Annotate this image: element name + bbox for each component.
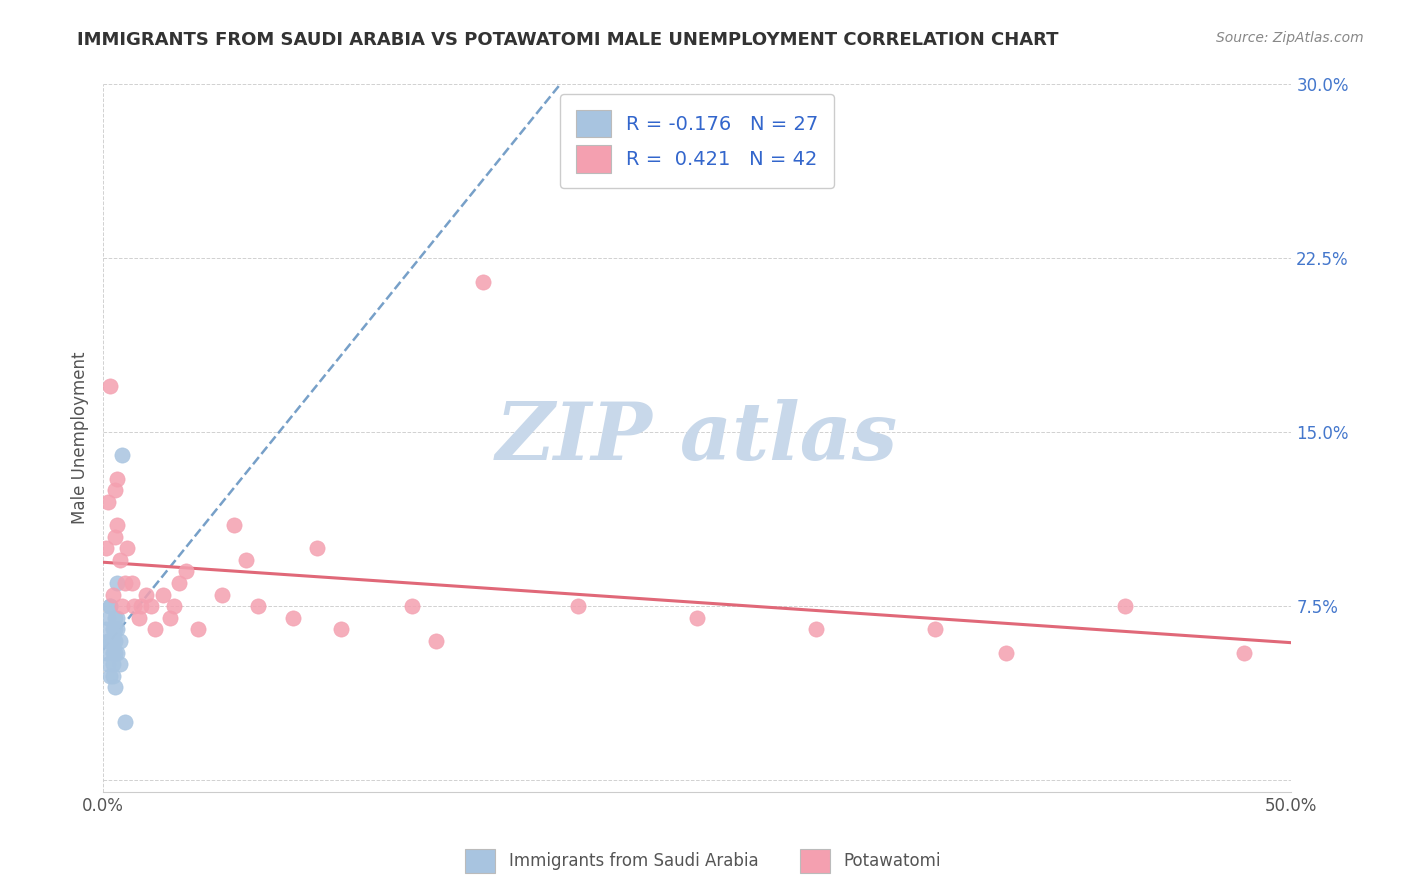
Point [145, 623, 167, 637]
Point [139, 599, 162, 614]
Point [115, 541, 138, 556]
Point [105, 611, 128, 625]
Point [98, 379, 121, 393]
Point [924, 623, 946, 637]
Point [97, 634, 120, 648]
Point [995, 646, 1018, 660]
Point [101, 657, 124, 672]
Point [167, 576, 190, 591]
Point [94, 541, 117, 556]
Point [108, 553, 131, 567]
Point [163, 599, 186, 614]
Point [121, 576, 143, 591]
Point [97, 495, 120, 509]
Point [128, 611, 150, 625]
Point [122, 599, 145, 614]
Point [101, 669, 124, 683]
Point [329, 623, 352, 637]
Legend: Immigrants from Saudi Arabia, Potawatomi: Immigrants from Saudi Arabia, Potawatomi [458, 842, 948, 880]
Point [94, 623, 117, 637]
Point [105, 518, 128, 533]
Point [135, 588, 157, 602]
Point [111, 449, 134, 463]
Point [686, 611, 709, 625]
Point [98, 599, 121, 614]
Point [101, 623, 124, 637]
Point [104, 623, 127, 637]
Point [105, 646, 128, 660]
Point [105, 623, 128, 637]
Point [104, 483, 127, 498]
Point [104, 530, 127, 544]
Point [98, 634, 121, 648]
Point [235, 553, 257, 567]
Point [283, 611, 305, 625]
Point [104, 646, 127, 660]
Point [176, 565, 198, 579]
Point [567, 599, 589, 614]
Point [97, 657, 120, 672]
Point [104, 634, 127, 648]
Point [159, 611, 181, 625]
Point [101, 634, 124, 648]
Y-axis label: Male Unemployment: Male Unemployment [72, 351, 89, 524]
Point [105, 576, 128, 591]
Point [401, 599, 423, 614]
Point [94, 646, 117, 660]
Point [222, 518, 245, 533]
Point [98, 599, 121, 614]
Text: IMMIGRANTS FROM SAUDI ARABIA VS POTAWATOMI MALE UNEMPLOYMENT CORRELATION CHART: IMMIGRANTS FROM SAUDI ARABIA VS POTAWATO… [77, 31, 1059, 49]
Point [101, 588, 124, 602]
Text: ZIP atlas: ZIP atlas [496, 400, 898, 477]
Point [101, 646, 124, 660]
Point [187, 623, 209, 637]
Point [425, 634, 447, 648]
Point [472, 275, 495, 289]
Point [246, 599, 269, 614]
Point [211, 588, 233, 602]
Point [804, 623, 827, 637]
Point [1233, 646, 1256, 660]
Point [114, 715, 136, 730]
Point [108, 634, 131, 648]
Point [129, 599, 152, 614]
Point [97, 611, 120, 625]
Point [105, 472, 128, 486]
Point [108, 657, 131, 672]
Point [305, 541, 328, 556]
Point [152, 588, 174, 602]
Point [98, 669, 121, 683]
Point [114, 576, 136, 591]
Point [111, 599, 134, 614]
Point [104, 611, 127, 625]
Point [1114, 599, 1136, 614]
Text: Source: ZipAtlas.com: Source: ZipAtlas.com [1216, 31, 1364, 45]
Point [104, 681, 127, 695]
Legend: R = -0.176   N = 27, R =  0.421   N = 42: R = -0.176 N = 27, R = 0.421 N = 42 [560, 95, 834, 188]
